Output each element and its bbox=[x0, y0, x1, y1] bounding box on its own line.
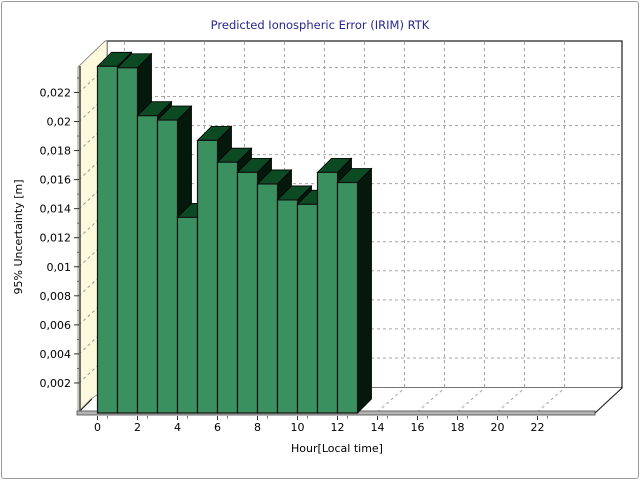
floor-gridline bbox=[377, 387, 405, 413]
bar-front bbox=[96, 65, 119, 414]
bar-front bbox=[316, 171, 339, 414]
origin-corner-edge bbox=[78, 398, 93, 413]
bar-front bbox=[276, 199, 299, 414]
bar-front bbox=[136, 115, 159, 414]
y-tick-label: 0,014 bbox=[40, 203, 72, 216]
y-tick-label: 0,016 bbox=[40, 174, 72, 187]
y-tick-label: 0,018 bbox=[40, 145, 72, 158]
bar-front bbox=[256, 183, 279, 414]
floor-gridline bbox=[497, 387, 525, 413]
bar-front bbox=[236, 171, 259, 414]
y-tick-label: 0,022 bbox=[40, 86, 72, 99]
x-tick-label: 2 bbox=[134, 421, 141, 434]
x-tick-label: 22 bbox=[531, 421, 545, 434]
bar-front bbox=[196, 139, 219, 414]
y-tick-label: 0,02 bbox=[47, 116, 72, 129]
x-tick-label: 10 bbox=[291, 421, 305, 434]
bar-front bbox=[296, 203, 319, 414]
x-tick-label: 16 bbox=[411, 421, 425, 434]
plot-area: 0,002 0,004 0,006 0,008 0,01 0,012 0,014 0,016 0… bbox=[40, 40, 623, 434]
x-tick-label: 0 bbox=[94, 421, 101, 434]
floor-gridline bbox=[457, 387, 485, 413]
x-tick-label: 12 bbox=[331, 421, 345, 434]
floor-gridline bbox=[537, 387, 565, 413]
x-axis-title: Hour[Local time] bbox=[291, 442, 383, 455]
chart-title: Predicted Ionospheric Error (IRIM) RTK bbox=[211, 18, 430, 32]
y-tick-label: 0,002 bbox=[40, 377, 72, 390]
x-tick-label: 14 bbox=[371, 421, 385, 434]
x-tick-label: 4 bbox=[174, 421, 181, 434]
y-tick-label: 0,006 bbox=[40, 319, 72, 332]
bar-front bbox=[216, 161, 239, 414]
y-tick-label: 0,01 bbox=[47, 261, 72, 274]
bar-front bbox=[116, 67, 139, 414]
x-tick-label: 6 bbox=[214, 421, 221, 434]
bar-front bbox=[336, 181, 359, 414]
y-axis-title: 95% Uncertainty [m] bbox=[12, 179, 25, 294]
bar-front bbox=[176, 216, 199, 414]
x-tick-label: 8 bbox=[254, 421, 261, 434]
x-tick-label: 18 bbox=[451, 421, 465, 434]
x-tick-label: 20 bbox=[491, 421, 505, 434]
bar-front bbox=[156, 119, 179, 414]
y-tick-label: 0,008 bbox=[40, 290, 72, 303]
bar-hour-12 bbox=[336, 167, 373, 414]
floor-gridline bbox=[417, 387, 445, 413]
y-tick-label: 0,004 bbox=[40, 348, 72, 361]
bar-side bbox=[357, 167, 372, 414]
floor-right-edge bbox=[594, 387, 623, 414]
y-tick-label: 0,012 bbox=[40, 232, 72, 245]
